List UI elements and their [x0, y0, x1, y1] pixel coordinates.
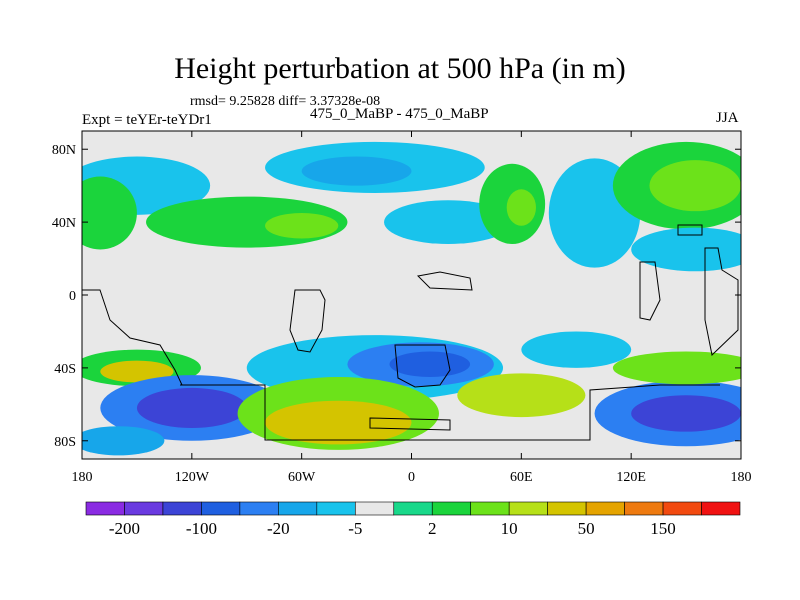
colorbar-label: 150: [650, 519, 676, 538]
colorbar-swatch: [316, 501, 356, 516]
colorbar-label: -20: [267, 519, 290, 538]
x-tick-label: 60E: [510, 470, 533, 485]
field-pos-22: [265, 400, 412, 445]
colorbar-swatch: [585, 501, 625, 516]
colorbar-swatch: [85, 501, 125, 516]
y-tick-label: 80N: [52, 143, 76, 158]
coastline-australia-east: [639, 261, 661, 321]
colorbar-label: 10: [501, 519, 518, 538]
field-pos-11: [649, 160, 741, 212]
field-pos-23: [457, 373, 586, 418]
experiment-label: Expt = teYEr-teYDr1: [82, 112, 212, 128]
colorbar-swatch: [701, 501, 741, 516]
field-pos-8: [506, 189, 536, 226]
y-tick-label: 80S: [54, 435, 76, 450]
colorbar-label: -200: [109, 519, 140, 538]
colorbar-label: 2: [428, 519, 437, 538]
colorbar: -200 -100 -20 -5 2 10 50 150: [85, 501, 741, 538]
colorbar-swatch: [547, 501, 587, 516]
coastline-asia: [416, 271, 473, 291]
field-neg-25: [631, 395, 741, 432]
field-neg-5: [301, 156, 412, 186]
x-tick-label: 120W: [175, 470, 210, 485]
coastline-antarctic-shelf: [369, 417, 451, 431]
coastline-antarctica: [180, 384, 720, 441]
x-tick-label: 60W: [288, 470, 316, 485]
field-pos-26: [612, 351, 741, 385]
x-tick-label: 120E: [616, 470, 646, 485]
coastline-south-america: [289, 289, 326, 353]
colorbar-swatch: [662, 501, 702, 516]
x-tick-label: 0: [408, 470, 415, 485]
colorbar-swatch: [354, 501, 395, 516]
colorbar-swatch: [393, 501, 433, 516]
season-label: JJA: [716, 110, 739, 126]
colorbar-swatch: [201, 501, 241, 516]
colorbar-swatch: [239, 501, 279, 516]
y-tick-label: 40S: [54, 362, 76, 377]
coastline-island: [677, 224, 703, 236]
contour-fields: [82, 141, 741, 456]
x-tick-label: 180: [731, 470, 752, 485]
colorbar-swatch: [470, 501, 510, 516]
field-pos-18: [100, 360, 174, 383]
colorbar-swatch: [124, 501, 164, 516]
colorbar-swatch: [162, 501, 202, 516]
colorbar-swatch: [508, 501, 548, 516]
coastline-west: [82, 289, 183, 386]
field-pos-1: [82, 176, 137, 250]
colorbar-swatch: [431, 501, 472, 516]
colorbar-label: -100: [186, 519, 217, 538]
field-neg_light-16: [521, 331, 632, 368]
coastlines: [82, 224, 739, 441]
y-axis: 80N 40N 0 40S 80S: [52, 143, 741, 450]
field-pos-3: [265, 213, 339, 239]
y-tick-label: 40N: [52, 216, 76, 231]
colorbar-label: -5: [348, 519, 362, 538]
chart-title: Height perturbation at 500 hPa (in m): [174, 52, 626, 85]
y-tick-label: 0: [69, 289, 76, 304]
x-tick-label: 180: [72, 470, 93, 485]
x-axis: 180 120W 60W 0 60E 120E 180: [72, 131, 752, 485]
field-neg_light-12: [631, 227, 741, 272]
colorbar-swatch: [278, 501, 318, 516]
coastline-africa: [394, 344, 451, 388]
case-label: 475_0_MaBP - 475_0_MaBP: [310, 106, 489, 122]
colorbar-label: 50: [578, 519, 595, 538]
colorbar-swatch: [624, 501, 664, 516]
field-neg-20: [136, 387, 247, 429]
coastline-east: [704, 247, 739, 356]
field-neg-27: [82, 426, 165, 456]
field-neg-15: [389, 351, 471, 377]
stats-subtitle: rmsd= 9.25828 diff= 3.37328e-08: [190, 94, 381, 109]
